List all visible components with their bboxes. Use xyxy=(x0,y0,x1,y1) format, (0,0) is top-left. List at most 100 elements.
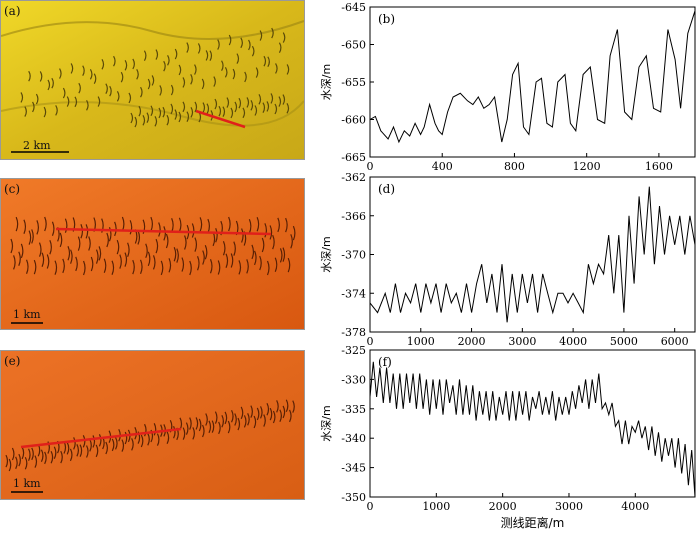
dune-crest xyxy=(79,444,83,457)
dune-crest xyxy=(238,260,242,275)
dune-crest xyxy=(82,260,86,276)
dune-crest xyxy=(90,256,94,272)
x-tick-label: 2000 xyxy=(489,500,517,513)
x-tick-label: 3000 xyxy=(508,335,536,348)
dune-crest xyxy=(218,105,222,117)
dune-crest xyxy=(70,63,74,74)
dune-crest xyxy=(285,399,289,412)
dune-crest xyxy=(5,454,9,468)
dune-crest xyxy=(82,65,85,76)
dune-crest xyxy=(105,83,108,95)
map-c: (c) 1 km xyxy=(0,178,305,330)
dune-crest xyxy=(85,224,89,239)
dune-crest xyxy=(182,77,186,88)
y-axis-label: 水深/m xyxy=(320,405,333,441)
dune-crest xyxy=(156,433,160,446)
dune-crest xyxy=(279,248,283,263)
y-tick-label: -655 xyxy=(341,76,366,89)
y-tick-label: -345 xyxy=(341,462,366,475)
dune-crest xyxy=(28,70,31,82)
y-axis-label: 水深/m xyxy=(320,64,333,100)
dune-crest xyxy=(59,68,62,79)
dune-crest xyxy=(15,216,19,232)
dune-crest xyxy=(197,43,201,54)
dune-crest xyxy=(66,442,70,455)
dune-crest xyxy=(75,256,78,272)
dune-crest xyxy=(227,420,231,434)
dune-crest xyxy=(132,259,135,275)
dune-crest xyxy=(253,415,257,429)
dune-crest xyxy=(103,258,107,274)
dune-crest xyxy=(86,445,89,458)
dune-crest xyxy=(55,105,58,116)
dune-crest xyxy=(194,64,197,75)
dune-crest xyxy=(95,249,99,264)
dune-crest xyxy=(24,106,27,117)
dune-crest xyxy=(62,258,65,274)
dune-crest xyxy=(49,240,52,255)
dune-crest xyxy=(115,437,118,450)
dune-crest xyxy=(226,97,230,108)
dune-crest xyxy=(277,217,280,233)
x-tick-label: 0 xyxy=(367,160,374,173)
dune-crest xyxy=(256,217,260,232)
dune-crest xyxy=(270,93,274,104)
dune-crest xyxy=(163,226,166,241)
y-tick-label: -340 xyxy=(341,432,366,445)
dune-crest xyxy=(285,217,288,233)
dune-crest xyxy=(86,100,89,111)
x-tick-label: 3000 xyxy=(555,500,583,513)
dune-crest xyxy=(178,111,182,123)
dune-crest xyxy=(266,402,270,416)
dune-crest xyxy=(259,30,263,41)
dune-crest xyxy=(73,437,76,450)
dune-crest xyxy=(108,226,112,242)
dune-crest xyxy=(267,56,270,68)
dune-crest xyxy=(93,73,97,84)
dune-crest xyxy=(139,259,143,275)
dune-crest xyxy=(143,50,147,62)
dune-crest xyxy=(190,73,193,85)
plot-frame xyxy=(369,349,696,498)
profile-line-a xyxy=(195,109,246,129)
dune-crest xyxy=(34,455,38,468)
dune-crest xyxy=(142,219,146,235)
dune-crest xyxy=(114,221,117,237)
y-tick-label: -350 xyxy=(341,491,366,504)
dune-crest xyxy=(250,100,254,111)
dune-crest xyxy=(266,101,270,112)
dune-crest xyxy=(205,50,209,61)
dune-crest xyxy=(8,458,12,472)
dune-crest xyxy=(243,415,247,428)
y-tick-label: -362 xyxy=(341,171,366,184)
x-tick-label: 400 xyxy=(432,160,453,173)
dune-crest xyxy=(43,106,47,118)
y-tick-label: -665 xyxy=(341,151,366,164)
dune-crest xyxy=(38,242,42,257)
x-tick-label: 4000 xyxy=(621,500,649,513)
dune-crest xyxy=(272,410,276,424)
dune-crest xyxy=(145,243,148,259)
dune-crest xyxy=(62,87,66,99)
dune-crest xyxy=(190,107,194,118)
dune-crest xyxy=(238,97,242,109)
dune-crest xyxy=(248,219,252,234)
dune-crest xyxy=(173,247,177,262)
dune-crest xyxy=(191,223,195,238)
dune-crest xyxy=(240,37,243,49)
series-line xyxy=(369,10,696,144)
dune-crest xyxy=(67,245,71,261)
dune-crest xyxy=(251,244,255,260)
dune-crest xyxy=(18,251,21,266)
dune-crest xyxy=(69,448,73,462)
dune-crest xyxy=(111,438,115,452)
dune-crest xyxy=(266,260,270,276)
dune-crest xyxy=(101,218,104,233)
dune-crest xyxy=(255,67,259,78)
dune-crest xyxy=(155,238,159,254)
dune-crest xyxy=(246,259,249,274)
dune-crest xyxy=(147,78,151,90)
dune-crest xyxy=(170,103,174,115)
dune-crest xyxy=(121,439,125,452)
dune-crest xyxy=(165,233,169,249)
